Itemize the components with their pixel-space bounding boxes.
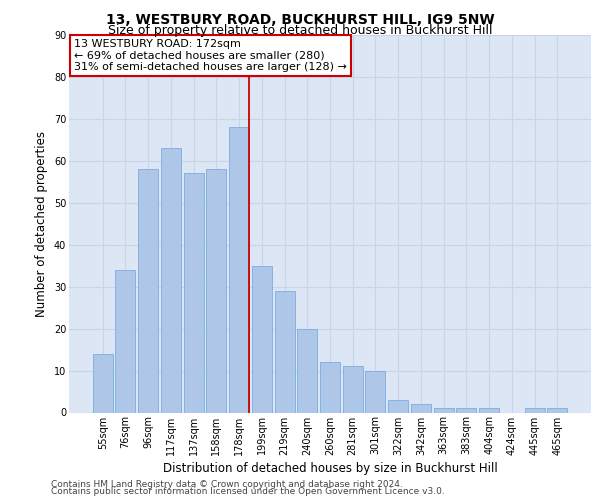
Bar (434, 408, 454, 412)
Text: Size of property relative to detached houses in Buckhurst Hill: Size of property relative to detached ho… (108, 24, 492, 37)
Bar (388, 400, 408, 412)
Bar (138, 169, 158, 412)
Bar (320, 362, 340, 412)
Bar (115, 270, 136, 412)
Text: Contains HM Land Registry data © Crown copyright and database right 2024.: Contains HM Land Registry data © Crown c… (51, 480, 403, 489)
Y-axis label: Number of detached properties: Number of detached properties (35, 130, 48, 317)
Bar (365, 370, 385, 412)
Bar (161, 148, 181, 412)
Bar (547, 408, 567, 412)
Text: 13, WESTBURY ROAD, BUCKHURST HILL, IG9 5NW: 13, WESTBURY ROAD, BUCKHURST HILL, IG9 5… (106, 12, 494, 26)
Bar (524, 408, 545, 412)
Bar (252, 266, 272, 412)
Text: Contains public sector information licensed under the Open Government Licence v3: Contains public sector information licen… (51, 487, 445, 496)
Bar (343, 366, 363, 412)
Bar (184, 174, 203, 412)
Bar (479, 408, 499, 412)
Bar (411, 404, 431, 412)
Bar (457, 408, 476, 412)
Bar (206, 169, 226, 412)
Bar (229, 128, 249, 412)
Bar (275, 291, 295, 412)
Text: 13 WESTBURY ROAD: 172sqm
← 69% of detached houses are smaller (280)
31% of semi-: 13 WESTBURY ROAD: 172sqm ← 69% of detach… (74, 39, 347, 72)
X-axis label: Distribution of detached houses by size in Buckhurst Hill: Distribution of detached houses by size … (163, 462, 497, 474)
Bar (297, 328, 317, 412)
Bar (93, 354, 113, 412)
